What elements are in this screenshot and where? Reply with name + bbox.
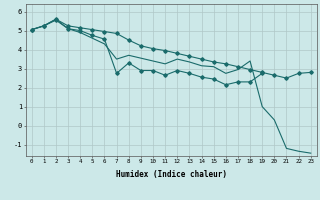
- X-axis label: Humidex (Indice chaleur): Humidex (Indice chaleur): [116, 170, 227, 179]
